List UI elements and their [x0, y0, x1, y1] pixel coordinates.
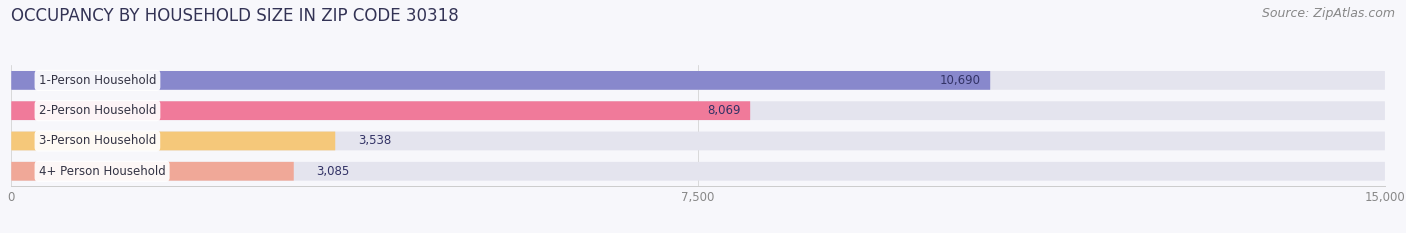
FancyBboxPatch shape — [11, 162, 1385, 181]
Text: 8,069: 8,069 — [707, 104, 741, 117]
FancyBboxPatch shape — [11, 101, 751, 120]
Text: 4+ Person Household: 4+ Person Household — [39, 165, 166, 178]
Text: 3-Person Household: 3-Person Household — [39, 134, 156, 147]
FancyBboxPatch shape — [11, 71, 1385, 90]
Text: 2-Person Household: 2-Person Household — [39, 104, 156, 117]
FancyBboxPatch shape — [11, 101, 1385, 120]
Text: OCCUPANCY BY HOUSEHOLD SIZE IN ZIP CODE 30318: OCCUPANCY BY HOUSEHOLD SIZE IN ZIP CODE … — [11, 7, 458, 25]
Text: 3,085: 3,085 — [316, 165, 350, 178]
FancyBboxPatch shape — [11, 132, 1385, 150]
Text: Source: ZipAtlas.com: Source: ZipAtlas.com — [1261, 7, 1395, 20]
Text: 3,538: 3,538 — [359, 134, 391, 147]
FancyBboxPatch shape — [11, 132, 335, 150]
Text: 10,690: 10,690 — [941, 74, 981, 87]
FancyBboxPatch shape — [11, 162, 294, 181]
Text: 1-Person Household: 1-Person Household — [39, 74, 156, 87]
FancyBboxPatch shape — [11, 71, 990, 90]
